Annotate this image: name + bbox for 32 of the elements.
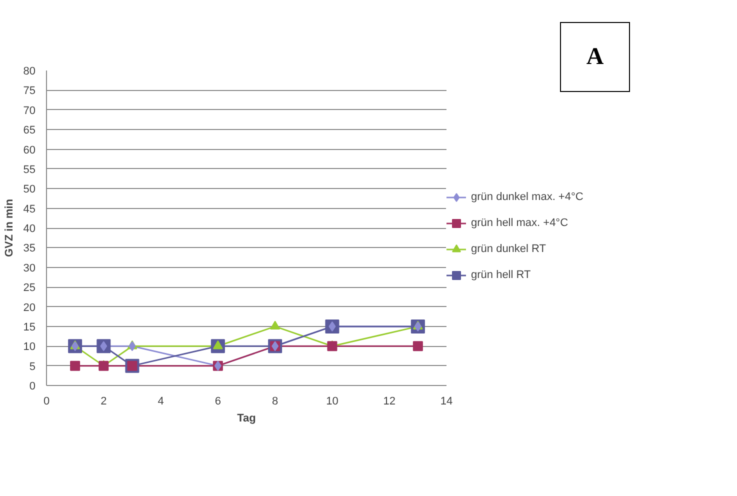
y-tick-label: 65 [23, 124, 36, 137]
y-tick-label: 20 [23, 302, 36, 314]
legend-label: grün dunkel RT [471, 243, 546, 255]
y-tick-label: 10 [23, 341, 36, 354]
y-tick-label: 40 [23, 223, 36, 235]
x-tick-label: 2 [100, 396, 107, 408]
y-tick-label: 25 [23, 282, 36, 294]
x-tick-label: 14 [440, 396, 453, 408]
legend-label: grün hell max. +4°C [471, 217, 568, 229]
y-tick-label: 55 [23, 164, 36, 176]
x-tick-label: 10 [326, 396, 338, 408]
x-tick-label: 8 [272, 396, 278, 408]
x-tick-label: 4 [158, 396, 164, 408]
y-tick-label: 60 [23, 144, 36, 156]
y-axis-title: GVZ in min [3, 198, 16, 258]
y-tick-label: 5 [29, 360, 36, 373]
legend-label: grün hell RT [471, 269, 531, 281]
text: A [586, 43, 604, 72]
y-tick-label: 35 [23, 242, 36, 255]
y-tick-label: 0 [29, 380, 36, 392]
y-tick-label: 50 [23, 184, 36, 196]
legend-label: grün dunkel max. +4°C [471, 191, 584, 203]
x-tick-label: 0 [43, 396, 50, 408]
y-tick-label: 30 [23, 262, 36, 274]
x-axis-title: Tag [237, 412, 256, 424]
y-tick-label: 45 [23, 203, 36, 216]
y-tick-label: 80 [23, 66, 36, 78]
y-tick-label: 70 [23, 104, 36, 117]
y-tick-label: 15 [23, 321, 36, 334]
x-tick-label: 6 [214, 396, 221, 408]
y-tick-label: 75 [23, 85, 36, 98]
x-tick-label: 12 [383, 396, 396, 408]
